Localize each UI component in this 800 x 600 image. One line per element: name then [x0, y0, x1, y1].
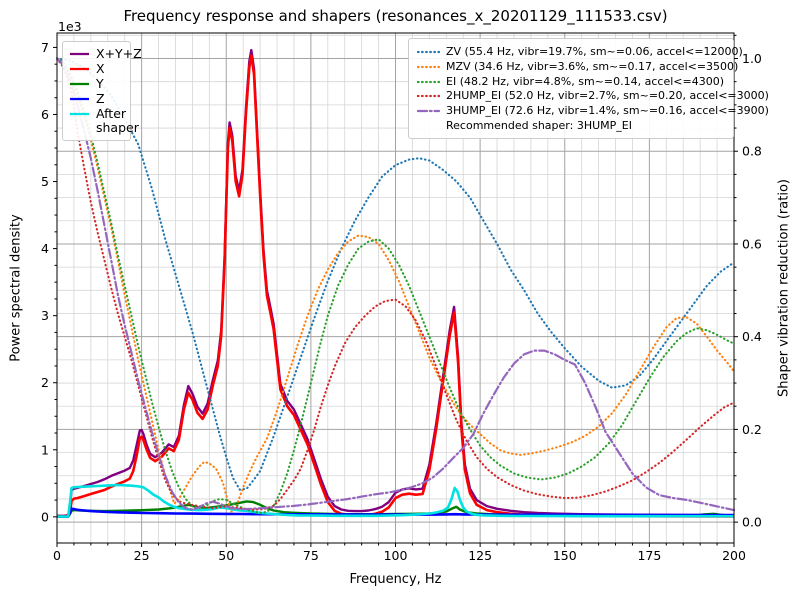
y-left-tick-label: 7: [41, 40, 49, 55]
legend-item-label: ZV (55.4 Hz, vibr=19.7%, sm~=0.06, accel…: [446, 45, 743, 58]
y-left-axis-label: Power spectral density: [8, 214, 24, 362]
ticks: [53, 34, 738, 547]
legend-item-label: After shaper: [96, 106, 139, 135]
series-zv: [56, 57, 735, 491]
series-mzv: [56, 57, 735, 513]
series-ei: [56, 57, 735, 514]
y-axis-multiplier: 1e3: [58, 19, 82, 34]
x-tick-label: 150: [553, 548, 577, 563]
legend-item-label: MZV (34.6 Hz, vibr=3.6%, sm~=0.17, accel…: [446, 59, 739, 73]
y-left-tick-label: 0: [41, 509, 49, 524]
x-tick-label: 25: [134, 548, 150, 563]
legend-line-sample: [70, 52, 89, 56]
y-left-tick-label: 1: [41, 442, 49, 457]
legend-line-sample: [70, 82, 89, 86]
legend-shapers: ZV (55.4 Hz, vibr=19.7%, sm~=0.06, accel…: [408, 38, 769, 139]
y-right-tick-label: 0.6: [742, 236, 762, 251]
legend-shaper-item-1: MZV (34.6 Hz, vibr=3.6%, sm~=0.17, accel…: [417, 60, 738, 74]
y-right-tick-label: 1.0: [742, 51, 762, 66]
legend-shaper-item-2: EI (48.2 Hz, vibr=4.8%, sm~=0.14, accel<…: [417, 75, 725, 89]
chart-title: Frequency response and shapers (resonanc…: [123, 7, 668, 25]
tick-labels: 0 25 50 75 100 125 150 175 200 0 1 2 3 4 5 6 7 0.0 0.2 0.4 0…: [41, 40, 762, 563]
x-tick-label: 100: [384, 548, 408, 563]
legend-line-sample: [417, 80, 440, 83]
legend-line-sample: [417, 65, 440, 68]
legend-curve-item-0: X+Y+Z: [69, 47, 142, 61]
legend-item-label: X+Y+Z: [96, 46, 142, 61]
legend-curve-item-2: Y: [69, 77, 124, 91]
legend-curve-item-1: X: [69, 62, 124, 76]
legend-shaper-item-3: 2HUMP_EI (52.0 Hz, vibr=2.7%, sm~=0.20, …: [417, 89, 769, 103]
legend-line-sample: [70, 97, 89, 101]
y-left-tick-label: 3: [41, 308, 49, 323]
recommended-shaper-text: Recommended shaper: 3HUMP_EI: [446, 118, 632, 132]
x-tick-label: 175: [637, 548, 661, 563]
series-lines: [56, 48, 735, 518]
legend-item-label: Y: [96, 76, 104, 91]
series-3hump-ei: [56, 57, 735, 512]
legend-line-sample: [417, 109, 440, 113]
y-right-axis-label: Shaper vibration reduction (ratio): [776, 179, 792, 397]
y-left-tick-label: 2: [41, 375, 49, 390]
series-after-shaper: [57, 483, 734, 518]
series-x: [57, 54, 735, 518]
legend-item-label: EI (48.2 Hz, vibr=4.8%, sm~=0.14, accel<…: [446, 74, 724, 88]
legend-shaper-item-4: 3HUMP_EI (72.6 Hz, vibr=1.4%, sm~=0.16, …: [417, 104, 769, 118]
legend-line-sample: [70, 67, 89, 71]
y-right-tick-label: 0.2: [742, 422, 762, 437]
y-left-tick-label: 4: [41, 241, 49, 256]
x-tick-label: 50: [218, 548, 234, 563]
legend-line-sample: [417, 50, 440, 54]
legend-shaper-item-0: ZV (55.4 Hz, vibr=19.7%, sm~=0.06, accel…: [417, 45, 743, 59]
legend-item-label: Z: [96, 91, 105, 106]
legend-line-sample: [70, 112, 89, 116]
legend-item-label: X: [96, 61, 105, 76]
x-tick-label: 200: [722, 548, 746, 563]
series-2hump-ei: [56, 57, 735, 511]
x-tick-label: 0: [53, 548, 61, 563]
y-right-tick-label: 0.0: [742, 515, 762, 530]
legend-item-label: 3HUMP_EI (72.6 Hz, vibr=1.4%, sm~=0.16, …: [446, 104, 769, 117]
legend-curve-item-3: Z: [69, 92, 124, 106]
legend-curve-item-4: After shaper: [69, 107, 139, 135]
y-left-tick-label: 5: [41, 174, 49, 189]
y-right-tick-label: 0.8: [742, 144, 762, 159]
y-right-tick-label: 0.4: [742, 329, 762, 344]
legend-shapers-items: ZV (55.4 Hz, vibr=19.7%, sm~=0.06, accel…: [417, 45, 769, 118]
legend-curves: X+Y+Z X Y Z After shaper: [62, 41, 142, 141]
legend-item-label: 2HUMP_EI (52.0 Hz, vibr=2.7%, sm~=0.20, …: [446, 89, 769, 103]
x-axis-label: Frequency, Hz: [349, 572, 442, 587]
y-left-tick-label: 6: [41, 107, 49, 122]
legend-line-sample: [417, 95, 440, 98]
x-tick-label: 75: [303, 548, 319, 563]
x-tick-label: 125: [468, 548, 492, 563]
